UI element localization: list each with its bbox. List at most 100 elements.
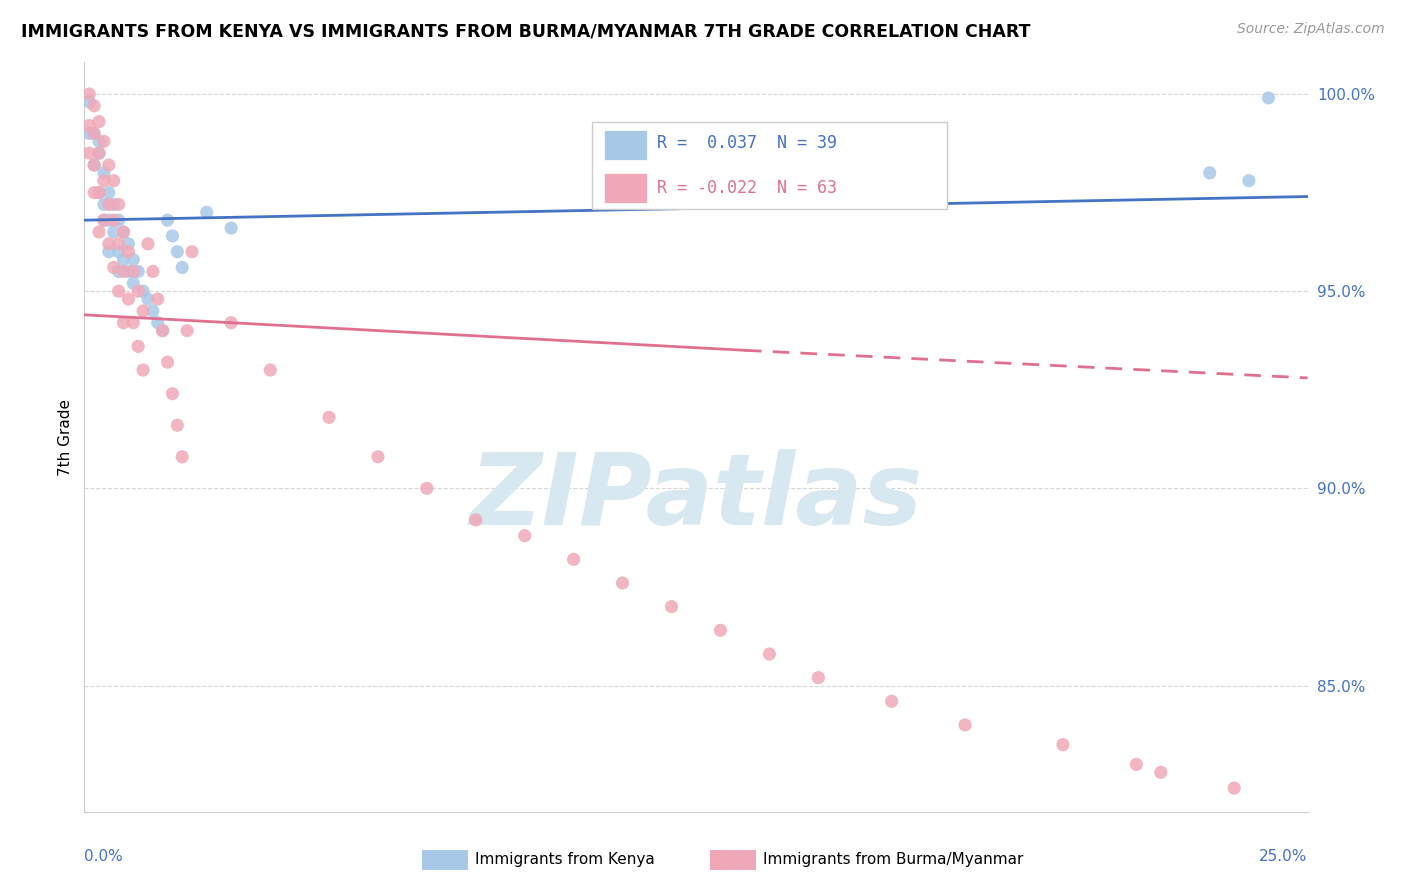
Point — [1223, 780, 1246, 795]
Point — [83, 158, 105, 172]
Point — [146, 292, 169, 306]
Point — [77, 95, 100, 109]
FancyBboxPatch shape — [605, 173, 647, 203]
Point — [513, 529, 536, 543]
FancyBboxPatch shape — [605, 130, 647, 160]
Point — [87, 186, 110, 200]
Point — [416, 481, 439, 495]
Point — [83, 186, 105, 200]
Point — [132, 284, 155, 298]
Point — [142, 304, 165, 318]
Point — [132, 304, 155, 318]
Point — [93, 213, 115, 227]
Text: Source: ZipAtlas.com: Source: ZipAtlas.com — [1237, 22, 1385, 37]
Point — [103, 174, 125, 188]
Point — [97, 186, 120, 200]
Point — [367, 450, 389, 464]
Point — [93, 213, 115, 227]
Point — [219, 221, 242, 235]
Point — [87, 134, 110, 148]
Point — [880, 694, 903, 708]
Point — [953, 718, 976, 732]
Point — [181, 244, 204, 259]
Point — [259, 363, 281, 377]
Point — [162, 229, 184, 244]
Point — [156, 213, 179, 227]
Point — [83, 99, 105, 113]
Point — [709, 624, 731, 638]
Point — [112, 316, 135, 330]
Point — [117, 236, 139, 251]
Point — [117, 264, 139, 278]
Point — [107, 197, 129, 211]
Point — [97, 213, 120, 227]
Point — [93, 166, 115, 180]
Point — [136, 292, 159, 306]
Point — [87, 146, 110, 161]
Point — [1237, 174, 1260, 188]
Text: Immigrants from Burma/Myanmar: Immigrants from Burma/Myanmar — [763, 853, 1024, 867]
Text: R = -0.022  N = 63: R = -0.022 N = 63 — [657, 179, 837, 197]
Point — [93, 197, 115, 211]
Point — [112, 225, 135, 239]
Point — [87, 186, 110, 200]
Point — [166, 418, 188, 433]
Point — [1198, 166, 1220, 180]
Point — [117, 292, 139, 306]
Point — [661, 599, 683, 614]
Point — [97, 236, 120, 251]
Point — [1257, 91, 1279, 105]
Point — [1125, 757, 1147, 772]
Point — [107, 244, 129, 259]
Point — [156, 355, 179, 369]
Point — [103, 225, 125, 239]
Point — [122, 252, 145, 267]
Text: Immigrants from Kenya: Immigrants from Kenya — [475, 853, 655, 867]
Point — [146, 316, 169, 330]
Point — [93, 174, 115, 188]
Point — [107, 264, 129, 278]
Point — [103, 213, 125, 227]
Point — [93, 134, 115, 148]
Point — [195, 205, 218, 219]
Point — [103, 260, 125, 275]
Text: 25.0%: 25.0% — [1260, 849, 1308, 864]
Point — [464, 513, 486, 527]
Point — [142, 264, 165, 278]
Text: IMMIGRANTS FROM KENYA VS IMMIGRANTS FROM BURMA/MYANMAR 7TH GRADE CORRELATION CHA: IMMIGRANTS FROM KENYA VS IMMIGRANTS FROM… — [21, 22, 1031, 40]
Point — [77, 146, 100, 161]
Point — [562, 552, 585, 566]
Point — [122, 264, 145, 278]
Point — [1052, 738, 1074, 752]
Point — [83, 127, 105, 141]
Point — [758, 647, 780, 661]
Point — [127, 339, 149, 353]
Point — [112, 264, 135, 278]
Point — [97, 158, 120, 172]
Point — [107, 213, 129, 227]
Point — [172, 450, 194, 464]
Point — [612, 576, 634, 591]
Point — [112, 225, 135, 239]
Point — [1150, 765, 1173, 780]
Point — [172, 260, 194, 275]
Point — [117, 244, 139, 259]
Point — [87, 146, 110, 161]
Point — [87, 225, 110, 239]
Point — [77, 127, 100, 141]
Point — [122, 277, 145, 291]
Point — [152, 324, 174, 338]
Point — [103, 197, 125, 211]
Point — [176, 324, 198, 338]
Text: ZIPatlas: ZIPatlas — [470, 449, 922, 546]
Point — [807, 671, 830, 685]
Point — [132, 363, 155, 377]
Point — [97, 244, 120, 259]
Point — [127, 284, 149, 298]
Point — [87, 114, 110, 128]
Point — [107, 236, 129, 251]
Point — [166, 244, 188, 259]
Point — [77, 119, 100, 133]
Point — [152, 324, 174, 338]
Point — [122, 316, 145, 330]
